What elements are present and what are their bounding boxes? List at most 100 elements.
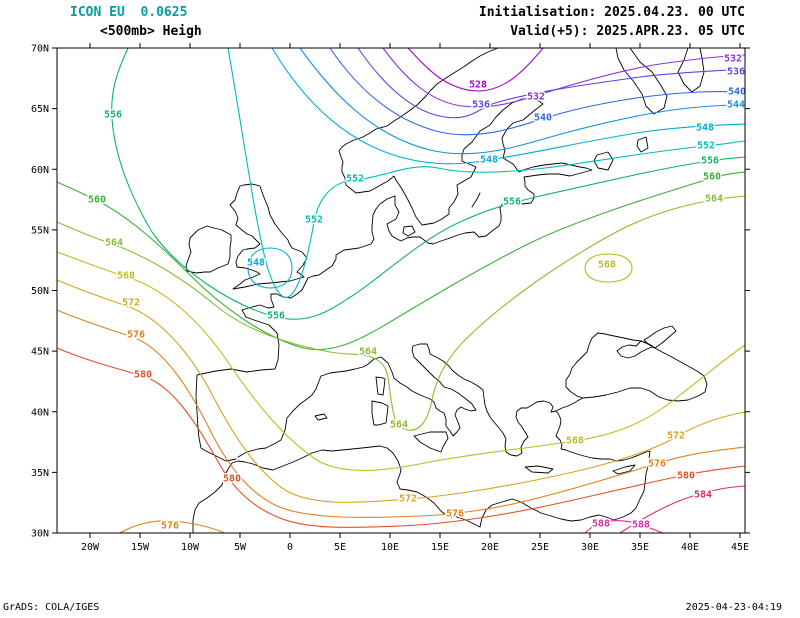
contour-label-564: 564: [359, 347, 377, 358]
contour-label-556: 556: [503, 197, 521, 208]
contour-line-556: [111, 47, 746, 320]
lon-label: 5W: [234, 542, 247, 553]
lon-label: 15E: [431, 542, 449, 553]
contour-label-576: 576: [648, 459, 666, 470]
lat-label: 50N: [31, 286, 49, 297]
contour-line-560: [56, 171, 746, 351]
contour-line-548: [271, 47, 746, 165]
contour-label-556: 556: [701, 156, 719, 167]
lat-label: 70N: [31, 44, 49, 55]
lake-onega: [636, 136, 649, 153]
contour-label-552: 552: [346, 174, 364, 185]
lon-label: 20W: [81, 542, 100, 553]
init-time-label: Initialisation: 2025.04.23. 00 UTC: [478, 5, 745, 20]
contour-label-540: 540: [728, 87, 746, 98]
coastline-mediterranean-north: [237, 343, 584, 458]
contour-label-572: 572: [122, 298, 140, 309]
coastline-cyprus: [612, 464, 636, 475]
contour-lines-layer: [56, 47, 746, 534]
contour-label-532: 532: [527, 92, 545, 103]
coastline-white-sea-east: [677, 47, 705, 93]
model-title: ICON EU 0.0625: [70, 5, 188, 20]
coastline-great-britain: [229, 183, 308, 290]
lat-label: 60N: [31, 165, 49, 176]
contour-line-568: [584, 253, 633, 283]
lon-label: 25E: [531, 542, 549, 553]
contour-line-588: [584, 520, 664, 534]
contour-line-576: [56, 309, 746, 518]
lon-label: 20E: [481, 542, 499, 553]
field-title: <500mb> Heigh: [100, 24, 202, 39]
contour-label-548: 548: [480, 155, 498, 166]
coastlines-layer: [185, 47, 708, 534]
contour-label-556: 556: [104, 110, 122, 121]
contour-label-560: 560: [703, 172, 721, 183]
contour-label-548: 548: [247, 258, 265, 269]
contour-label-568: 568: [117, 271, 135, 282]
contour-label-568: 568: [598, 260, 616, 271]
contour-label-572: 572: [399, 494, 417, 505]
contour-label-564: 564: [705, 194, 723, 205]
map-frame: [56, 47, 746, 534]
contour-label-552: 552: [697, 141, 715, 152]
coastline-black-sea: [565, 332, 708, 402]
contour-line-528: [407, 47, 544, 92]
lat-label: 35N: [31, 468, 49, 479]
lon-label: 30E: [581, 542, 599, 553]
valid-time-label: Valid(+5): 2025.APR.23. 05 UTC: [510, 24, 745, 39]
coastline-white-sea-west: [615, 47, 668, 115]
lat-label: 55N: [31, 225, 49, 236]
contour-line-576: [119, 520, 226, 534]
contour-label-576: 576: [161, 521, 179, 532]
contour-line-564: [56, 195, 746, 431]
contour-line-544: [299, 47, 746, 155]
creation-timestamp: 2025-04-23-04:19: [685, 602, 782, 613]
contour-label-576: 576: [446, 509, 464, 520]
axes-layer: 20W 15W 10W 5W 0 5E 10E 15E 20E 25E 30E 35E 40E 45E 70…: [31, 43, 750, 553]
coastline-gotland: [471, 192, 481, 208]
coastline-sea-of-azov: [643, 325, 677, 349]
contour-line-572: [56, 279, 746, 503]
coastline-ireland: [185, 225, 232, 274]
contour-line-552: [227, 47, 746, 298]
contour-label-532: 532: [724, 54, 742, 65]
coastline-sardinia: [371, 400, 389, 426]
coastline-mallorca: [314, 413, 328, 421]
contour-line-532: [382, 47, 746, 108]
contour-label-568: 568: [566, 436, 584, 447]
contour-label-552: 552: [305, 215, 323, 226]
contour-label-564: 564: [390, 420, 408, 431]
contour-label-536: 536: [727, 67, 745, 78]
coastline-aegean-levant-north-africa: [192, 410, 651, 534]
contour-line-584: [619, 485, 746, 534]
lon-label: 40E: [681, 542, 699, 553]
contour-label-560: 560: [88, 195, 106, 206]
coastline-zealand: [402, 225, 416, 237]
contour-line-536: [357, 47, 746, 119]
grads-stamp: GrADS: COLA/IGES: [3, 602, 100, 613]
contour-label-580: 580: [223, 474, 241, 485]
lon-label: 0: [287, 542, 293, 553]
coastline-crete: [524, 465, 554, 474]
contour-line-580: [56, 347, 746, 528]
lon-label: 45E: [731, 542, 749, 553]
contour-label-536: 536: [472, 100, 490, 111]
contour-label-580: 580: [677, 471, 695, 482]
contour-labels-layer: 528 532 532 536 536 540 540 544 548 548 548 552 552 5…: [86, 52, 747, 533]
contour-label-548: 548: [696, 123, 714, 134]
lat-label: 65N: [31, 104, 49, 115]
contour-label-576: 576: [127, 330, 145, 341]
contour-label-588: 588: [632, 520, 650, 531]
contour-label-540: 540: [534, 113, 552, 124]
contour-label-580: 580: [134, 370, 152, 381]
lon-label: 5E: [334, 542, 346, 553]
contour-label-572: 572: [667, 431, 685, 442]
contour-label-564: 564: [105, 238, 123, 249]
contour-line-548: [247, 247, 293, 289]
contour-label-544: 544: [727, 100, 745, 111]
contour-label-528: 528: [469, 80, 487, 91]
contour-label-588: 588: [592, 519, 610, 530]
coastline-sicily: [413, 431, 449, 453]
contour-line-568: [56, 251, 746, 471]
